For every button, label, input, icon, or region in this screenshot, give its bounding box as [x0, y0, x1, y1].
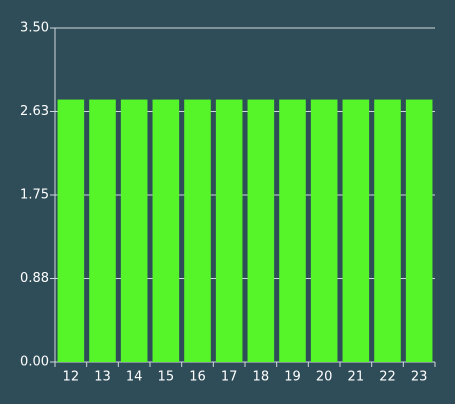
- bar: [152, 99, 180, 363]
- y-tick-label: 1.75: [20, 188, 49, 203]
- x-tick-label: 12: [63, 370, 80, 385]
- x-tick-label: 14: [126, 370, 143, 385]
- y-tick-label: 0.00: [20, 355, 49, 370]
- bar: [279, 99, 306, 363]
- bar: [342, 99, 370, 363]
- x-tick-label: 15: [158, 370, 175, 385]
- x-tick-label: 21: [348, 370, 365, 385]
- x-tick-label: 17: [221, 370, 238, 385]
- x-tick-label: 20: [316, 370, 333, 385]
- y-tick-label: 0.88: [20, 271, 49, 286]
- y-tick-label: 2.63: [20, 104, 49, 119]
- x-tick-label: 23: [411, 370, 428, 385]
- bar: [184, 99, 211, 363]
- bar: [120, 99, 148, 363]
- y-tick-label: 3.50: [20, 21, 49, 36]
- bar: [215, 99, 243, 363]
- x-tick-label: 18: [253, 370, 270, 385]
- bar: [405, 99, 433, 363]
- bar: [310, 99, 338, 363]
- bar: [374, 99, 401, 363]
- bar: [247, 99, 275, 363]
- x-tick-label: 13: [94, 370, 111, 385]
- bar: [89, 99, 116, 363]
- x-tick-label: 19: [284, 370, 301, 385]
- x-tick-label: 22: [379, 370, 396, 385]
- x-tick-label: 16: [189, 370, 206, 385]
- bar: [57, 99, 85, 363]
